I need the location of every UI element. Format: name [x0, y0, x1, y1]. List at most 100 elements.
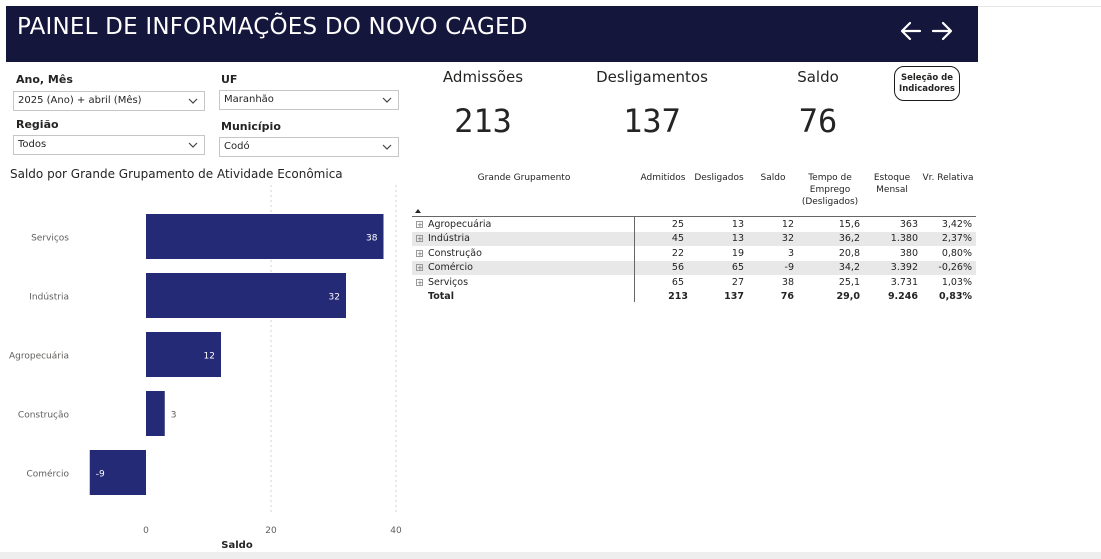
municipio-value: Codó — [224, 141, 250, 152]
category-label: Serviços — [31, 234, 69, 244]
kpi-admissoes-label: Admissões — [442, 68, 524, 86]
selecao-indicadores-button[interactable]: Seleção de Indicadores — [894, 66, 960, 101]
table-cell: 36,2 — [798, 231, 864, 246]
table-cell: 56 — [636, 260, 692, 275]
kpi-admissoes-value: 213 — [454, 102, 512, 140]
data-label: 38 — [366, 234, 378, 244]
ano-mes-dropdown[interactable]: 2025 (Ano) + abril (Mês) — [13, 91, 205, 111]
total-cell: 213 — [668, 291, 688, 303]
municipio-dropdown[interactable]: Codó — [219, 137, 399, 157]
total-cell: 76 — [780, 291, 794, 303]
table-cell: 1.380 — [864, 231, 922, 246]
expand-plus-icon[interactable]: + — [416, 235, 423, 244]
table-cell: 65 — [692, 260, 748, 275]
category-label: Comércio — [26, 469, 69, 480]
table-cell: 12 — [781, 218, 794, 230]
filter-label-uf: UF — [221, 73, 238, 86]
ano-mes-value: 2025 (Ano) + abril (Mês) — [18, 95, 142, 106]
table-cell: 3 — [787, 247, 794, 259]
total-label: Total — [428, 291, 454, 303]
total-cell: 0,83% — [939, 291, 972, 303]
row-label: Comércio — [428, 262, 473, 274]
matrix-header-rule — [412, 216, 976, 217]
col-header-saldo[interactable]: Saldo — [760, 173, 786, 183]
expand-plus-icon[interactable]: + — [416, 220, 423, 229]
table-row[interactable]: + Comércio 56 65 -9 34,2 3.392 -0,26% — [412, 260, 976, 275]
table-cell: 22 — [671, 247, 684, 259]
table-cell: -9 — [748, 260, 798, 275]
sort-ascending-icon[interactable] — [414, 208, 422, 214]
data-label: 12 — [204, 352, 215, 362]
table-row[interactable]: + Indústria 45 13 32 36,2 1.380 2,37% — [412, 231, 976, 246]
kpi-desligamentos-label: Desligamentos — [596, 68, 708, 86]
table-cell: 45 — [636, 231, 692, 246]
table-cell: 25 — [671, 218, 684, 230]
chevron-down-icon — [382, 144, 392, 150]
back-arrow-icon[interactable] — [899, 19, 923, 43]
uf-dropdown[interactable]: Maranhão — [219, 90, 399, 110]
data-label: 32 — [329, 293, 340, 303]
table-cell: 15,6 — [838, 218, 860, 230]
forward-arrow-icon[interactable] — [930, 19, 954, 43]
saldo-bar-chart: Serviços 38 Indústria 32 Agropecuária 12 Const… — [9, 185, 402, 551]
table-cell: 3.731 — [890, 276, 918, 288]
total-cell: 9.246 — [887, 291, 918, 303]
filter-label-regiao: Região — [16, 118, 59, 131]
cell-grupamento: + Agropecuária — [412, 217, 636, 232]
expand-plus-icon[interactable]: + — [416, 278, 423, 287]
bar — [146, 332, 221, 377]
bar — [146, 391, 165, 436]
col-header-tempo-emprego[interactable]: Tempo de Emprego (Desligados) — [801, 173, 859, 207]
table-cell: 25,1 — [838, 276, 860, 288]
total-cell: 29,0 — [836, 291, 860, 303]
expand-plus-icon[interactable]: + — [416, 249, 423, 258]
chevron-down-icon — [382, 97, 392, 103]
category-label: Indústria — [29, 293, 69, 303]
regiao-value: Todos — [18, 139, 47, 150]
page-title: PAINEL DE INFORMAÇÕES DO NOVO CAGED — [17, 14, 528, 40]
col-header-desligados[interactable]: Desligados — [694, 173, 744, 183]
category-label: Agropecuária — [9, 352, 69, 362]
filter-label-municipio: Município — [221, 120, 281, 133]
bar — [89, 450, 146, 495]
matrix-header: Grande Grupamento Admitidos Desligados S… — [412, 168, 976, 216]
table-cell: -0,26% — [922, 260, 976, 275]
col-header-estoque[interactable]: Estoque Mensal — [873, 173, 911, 195]
table-row[interactable]: + Agropecuária 25 13 12 15,6 363 3,42% — [412, 217, 976, 232]
table-cell: 13 — [692, 231, 748, 246]
table-cell: 27 — [731, 276, 744, 288]
matrix-table: + Agropecuária 25 13 12 15,6 363 3,42% + Indústri… — [412, 217, 976, 304]
kpi-saldo-label: Saldo — [797, 68, 839, 86]
page-footer-strip — [0, 552, 1101, 559]
bar — [146, 273, 346, 318]
category-label: Construção — [18, 411, 70, 421]
cell-grupamento: + Construção — [412, 246, 636, 261]
uf-value: Maranhão — [224, 94, 274, 105]
table-row[interactable]: + Construção 22 19 3 20,8 380 0,80% — [412, 246, 976, 261]
x-tick-label: 20 — [265, 526, 277, 536]
filter-label-ano-mes: Ano, Mês — [16, 73, 73, 86]
matrix-column-divider — [634, 216, 635, 302]
matrix-visual: Grande Grupamento Admitidos Desligados S… — [412, 168, 976, 304]
chevron-down-icon — [188, 98, 198, 104]
table-cell: 380 — [899, 247, 918, 259]
regiao-dropdown[interactable]: Todos — [13, 135, 205, 155]
table-cell: 34,2 — [798, 260, 864, 275]
expand-plus-icon[interactable]: + — [416, 264, 423, 273]
table-cell: 363 — [899, 218, 918, 230]
row-label: Construção — [428, 247, 482, 259]
data-label: -9 — [96, 470, 105, 480]
row-label: Serviços — [428, 276, 469, 288]
col-header-vr-relativa[interactable]: Vr. Relativa — [922, 173, 974, 183]
table-cell: 2,37% — [922, 231, 976, 246]
table-cell: 38 — [781, 276, 794, 288]
col-header-grupamento[interactable]: Grande Grupamento — [477, 173, 571, 183]
table-row[interactable]: + Serviços 65 27 38 25,1 3.731 1,03% — [412, 275, 976, 290]
table-cell: 20,8 — [838, 247, 860, 259]
x-tick-label: 0 — [143, 526, 149, 536]
cell-grupamento: + Serviços — [412, 275, 636, 290]
table-cell: 0,80% — [941, 247, 972, 259]
col-header-admitidos[interactable]: Admitidos — [640, 173, 686, 183]
cell-grupamento: + Indústria — [412, 231, 636, 246]
table-cell: 13 — [731, 218, 744, 230]
